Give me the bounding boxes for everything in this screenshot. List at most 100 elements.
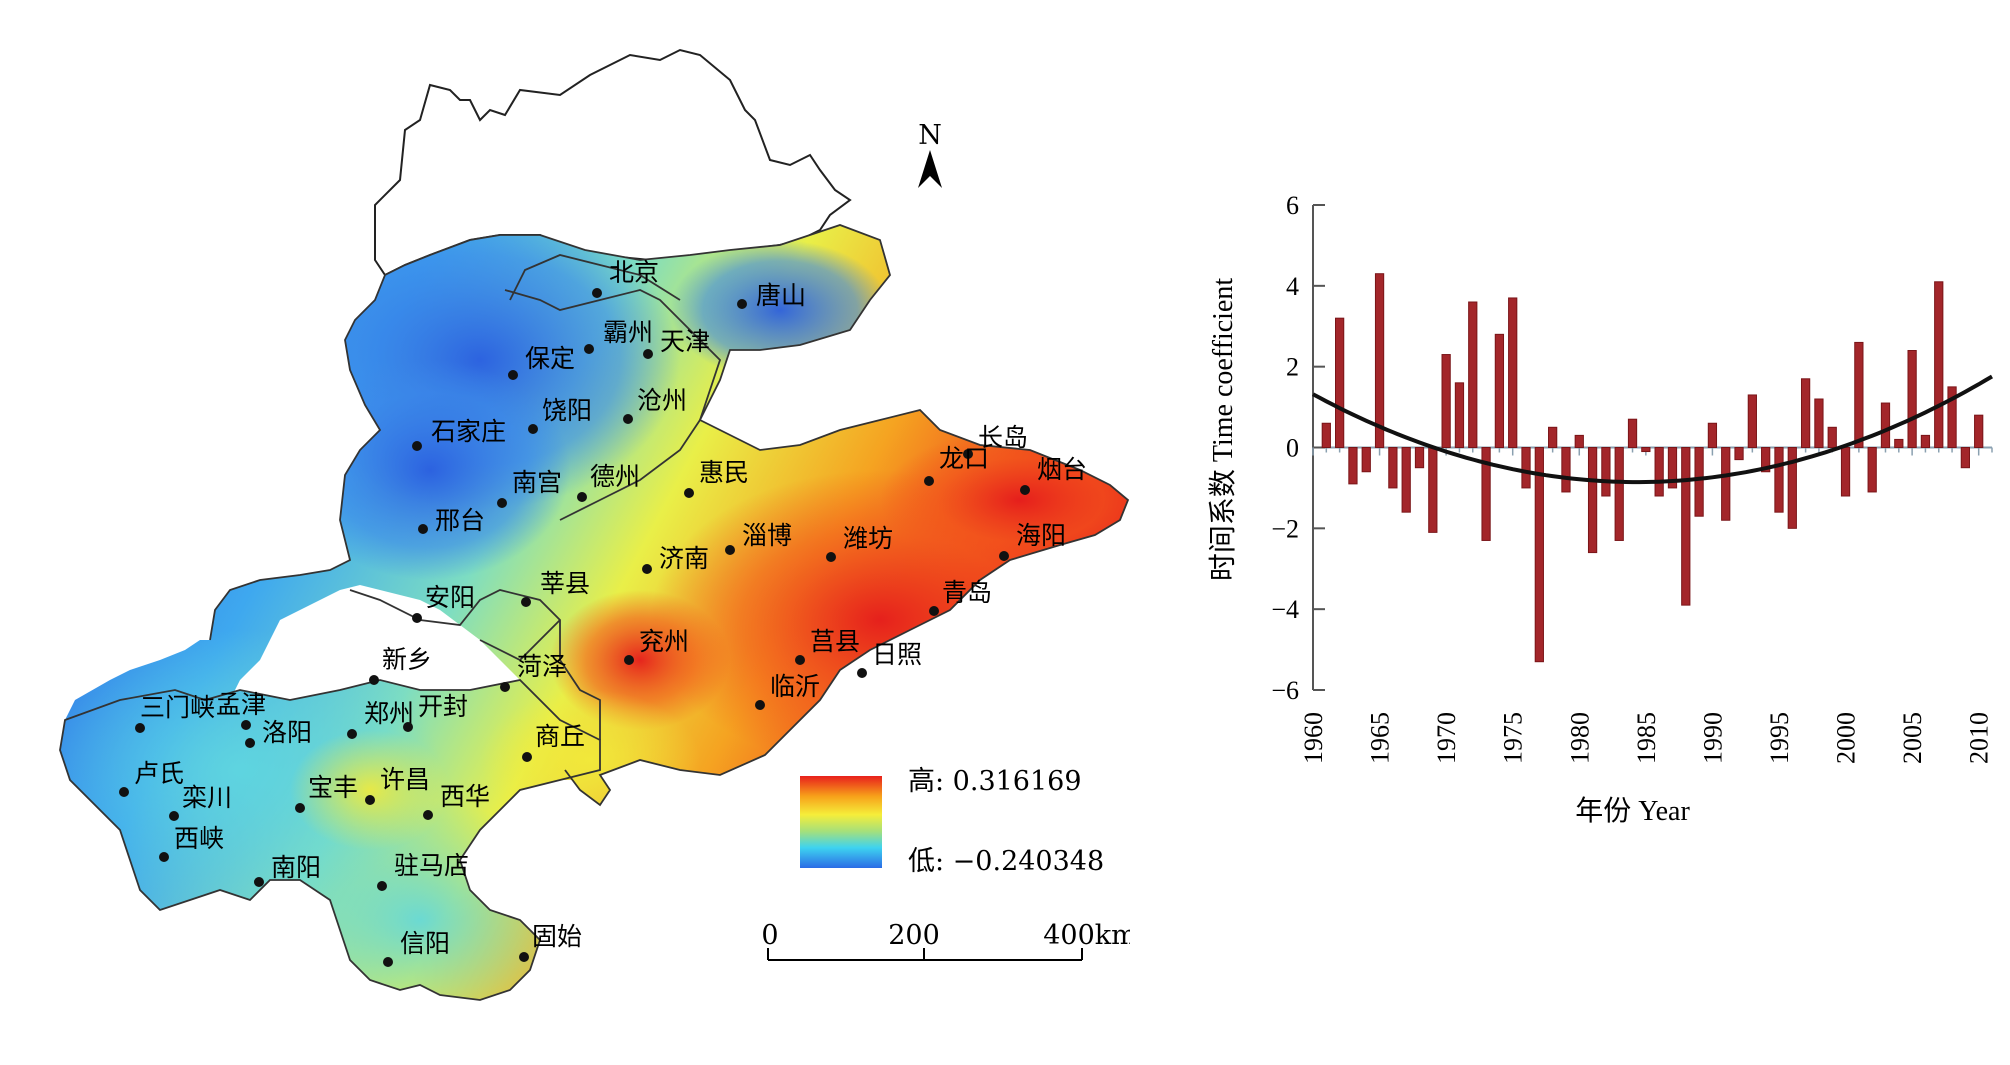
scale-tick-0: 0 xyxy=(761,920,778,951)
city-label: 栾川 xyxy=(182,783,232,812)
station-dot xyxy=(929,606,939,616)
city-label: 洛阳 xyxy=(262,718,312,747)
city-label: 北京 xyxy=(609,258,659,287)
bar-2009 xyxy=(1960,447,1970,469)
city-label: 保定 xyxy=(525,344,575,373)
city-label: 南宫 xyxy=(512,468,562,497)
x-tick-label: 1970 xyxy=(1432,712,1461,764)
x-tick-label: 1995 xyxy=(1765,712,1794,764)
city-label: 西华 xyxy=(440,782,490,811)
bar-1985 xyxy=(1641,447,1651,453)
bar-1981 xyxy=(1587,447,1598,554)
city-station: 保定 xyxy=(508,344,575,380)
city-station: 沧州 xyxy=(623,386,687,424)
station-dot xyxy=(737,299,747,309)
bar-2004 xyxy=(1894,438,1904,448)
station-dot xyxy=(347,729,357,739)
bar-1975 xyxy=(1508,297,1518,449)
city-station: 济南 xyxy=(642,544,709,574)
city-label: 宝丰 xyxy=(308,773,358,802)
station-dot xyxy=(369,675,379,685)
city-station: 西华 xyxy=(423,782,490,820)
bar-1964 xyxy=(1361,447,1371,473)
city-label: 济南 xyxy=(659,544,709,573)
station-dot xyxy=(684,488,694,498)
city-label: 莘县 xyxy=(540,569,590,598)
bar-1971 xyxy=(1454,382,1465,449)
city-label: 天津 xyxy=(660,327,710,356)
city-label: 卢氏 xyxy=(134,759,184,788)
bar-1997 xyxy=(1800,378,1811,448)
legend-high-label: 高: 0.316169 xyxy=(908,766,1082,797)
station-dot xyxy=(624,655,634,665)
north-label: N xyxy=(918,120,942,151)
y-tick-label: −2 xyxy=(1271,514,1299,543)
city-label: 信阳 xyxy=(400,929,450,958)
city-station: 孟津 xyxy=(216,690,266,730)
city-station: 宝丰 xyxy=(295,773,358,813)
station-dot xyxy=(725,545,735,555)
north-arrow: N xyxy=(918,120,942,188)
station-dot xyxy=(623,414,633,424)
city-label: 淄博 xyxy=(742,521,792,550)
city-station: 北京 xyxy=(592,258,659,298)
bar-1963 xyxy=(1348,447,1358,485)
station-dot xyxy=(169,811,179,821)
city-label: 沧州 xyxy=(637,386,687,415)
scale-bar: 0 200 400km xyxy=(761,920,1130,961)
city-station: 南阳 xyxy=(254,853,321,887)
station-dot xyxy=(857,668,867,678)
city-station: 新乡 xyxy=(369,645,432,685)
legend-low-label: 低: −0.240348 xyxy=(908,846,1104,877)
bar-1989 xyxy=(1694,447,1704,517)
station-dot xyxy=(577,492,587,502)
bar-1976 xyxy=(1521,447,1531,489)
city-label: 菏泽 xyxy=(517,652,567,681)
city-station: 驻马店 xyxy=(377,851,469,891)
city-station: 临沂 xyxy=(755,672,820,710)
trend-curve xyxy=(1312,374,1994,485)
bar-1978 xyxy=(1548,426,1558,448)
station-dot xyxy=(119,787,129,797)
station-dot xyxy=(521,597,531,607)
bar-1988 xyxy=(1681,447,1691,606)
city-station: 兖州 xyxy=(624,627,689,665)
x-tick-label: 1960 xyxy=(1299,712,1328,764)
bar-1966 xyxy=(1388,447,1398,489)
station-dot xyxy=(254,877,264,887)
city-station: 三门峡 xyxy=(135,693,215,733)
city-station: 许昌 xyxy=(365,765,430,805)
bar-1986 xyxy=(1654,447,1664,497)
bar-2008 xyxy=(1947,386,1957,448)
station-dot xyxy=(522,752,532,762)
city-label: 长岛 xyxy=(978,423,1028,452)
station-dot xyxy=(924,476,934,486)
city-station: 莘县 xyxy=(521,569,590,607)
station-dot xyxy=(423,810,433,820)
city-label: 开封 xyxy=(418,692,468,721)
bar-1962 xyxy=(1335,317,1345,448)
bar-1991 xyxy=(1721,447,1731,521)
city-label: 莒县 xyxy=(810,627,860,656)
station-dot xyxy=(584,344,594,354)
province-boundaries xyxy=(59,224,1130,1001)
station-dot xyxy=(412,613,422,623)
station-dot xyxy=(245,738,255,748)
station-dot xyxy=(412,441,422,451)
bar-2010 xyxy=(1974,414,1984,448)
y-tick-label: 4 xyxy=(1286,272,1299,301)
bar-1967 xyxy=(1401,447,1411,513)
bar-1984 xyxy=(1627,418,1638,449)
x-axis-title: 年份 Year xyxy=(1575,795,1690,827)
city-label: 临沂 xyxy=(770,672,820,701)
city-station: 商丘 xyxy=(522,722,585,762)
bar-2006 xyxy=(1920,434,1931,448)
station-dot xyxy=(963,449,973,459)
city-station: 西峡 xyxy=(159,824,224,862)
station-dot xyxy=(241,720,251,730)
bar-1969 xyxy=(1428,447,1438,533)
station-dot xyxy=(642,564,652,574)
city-station: 栾川 xyxy=(169,783,232,821)
